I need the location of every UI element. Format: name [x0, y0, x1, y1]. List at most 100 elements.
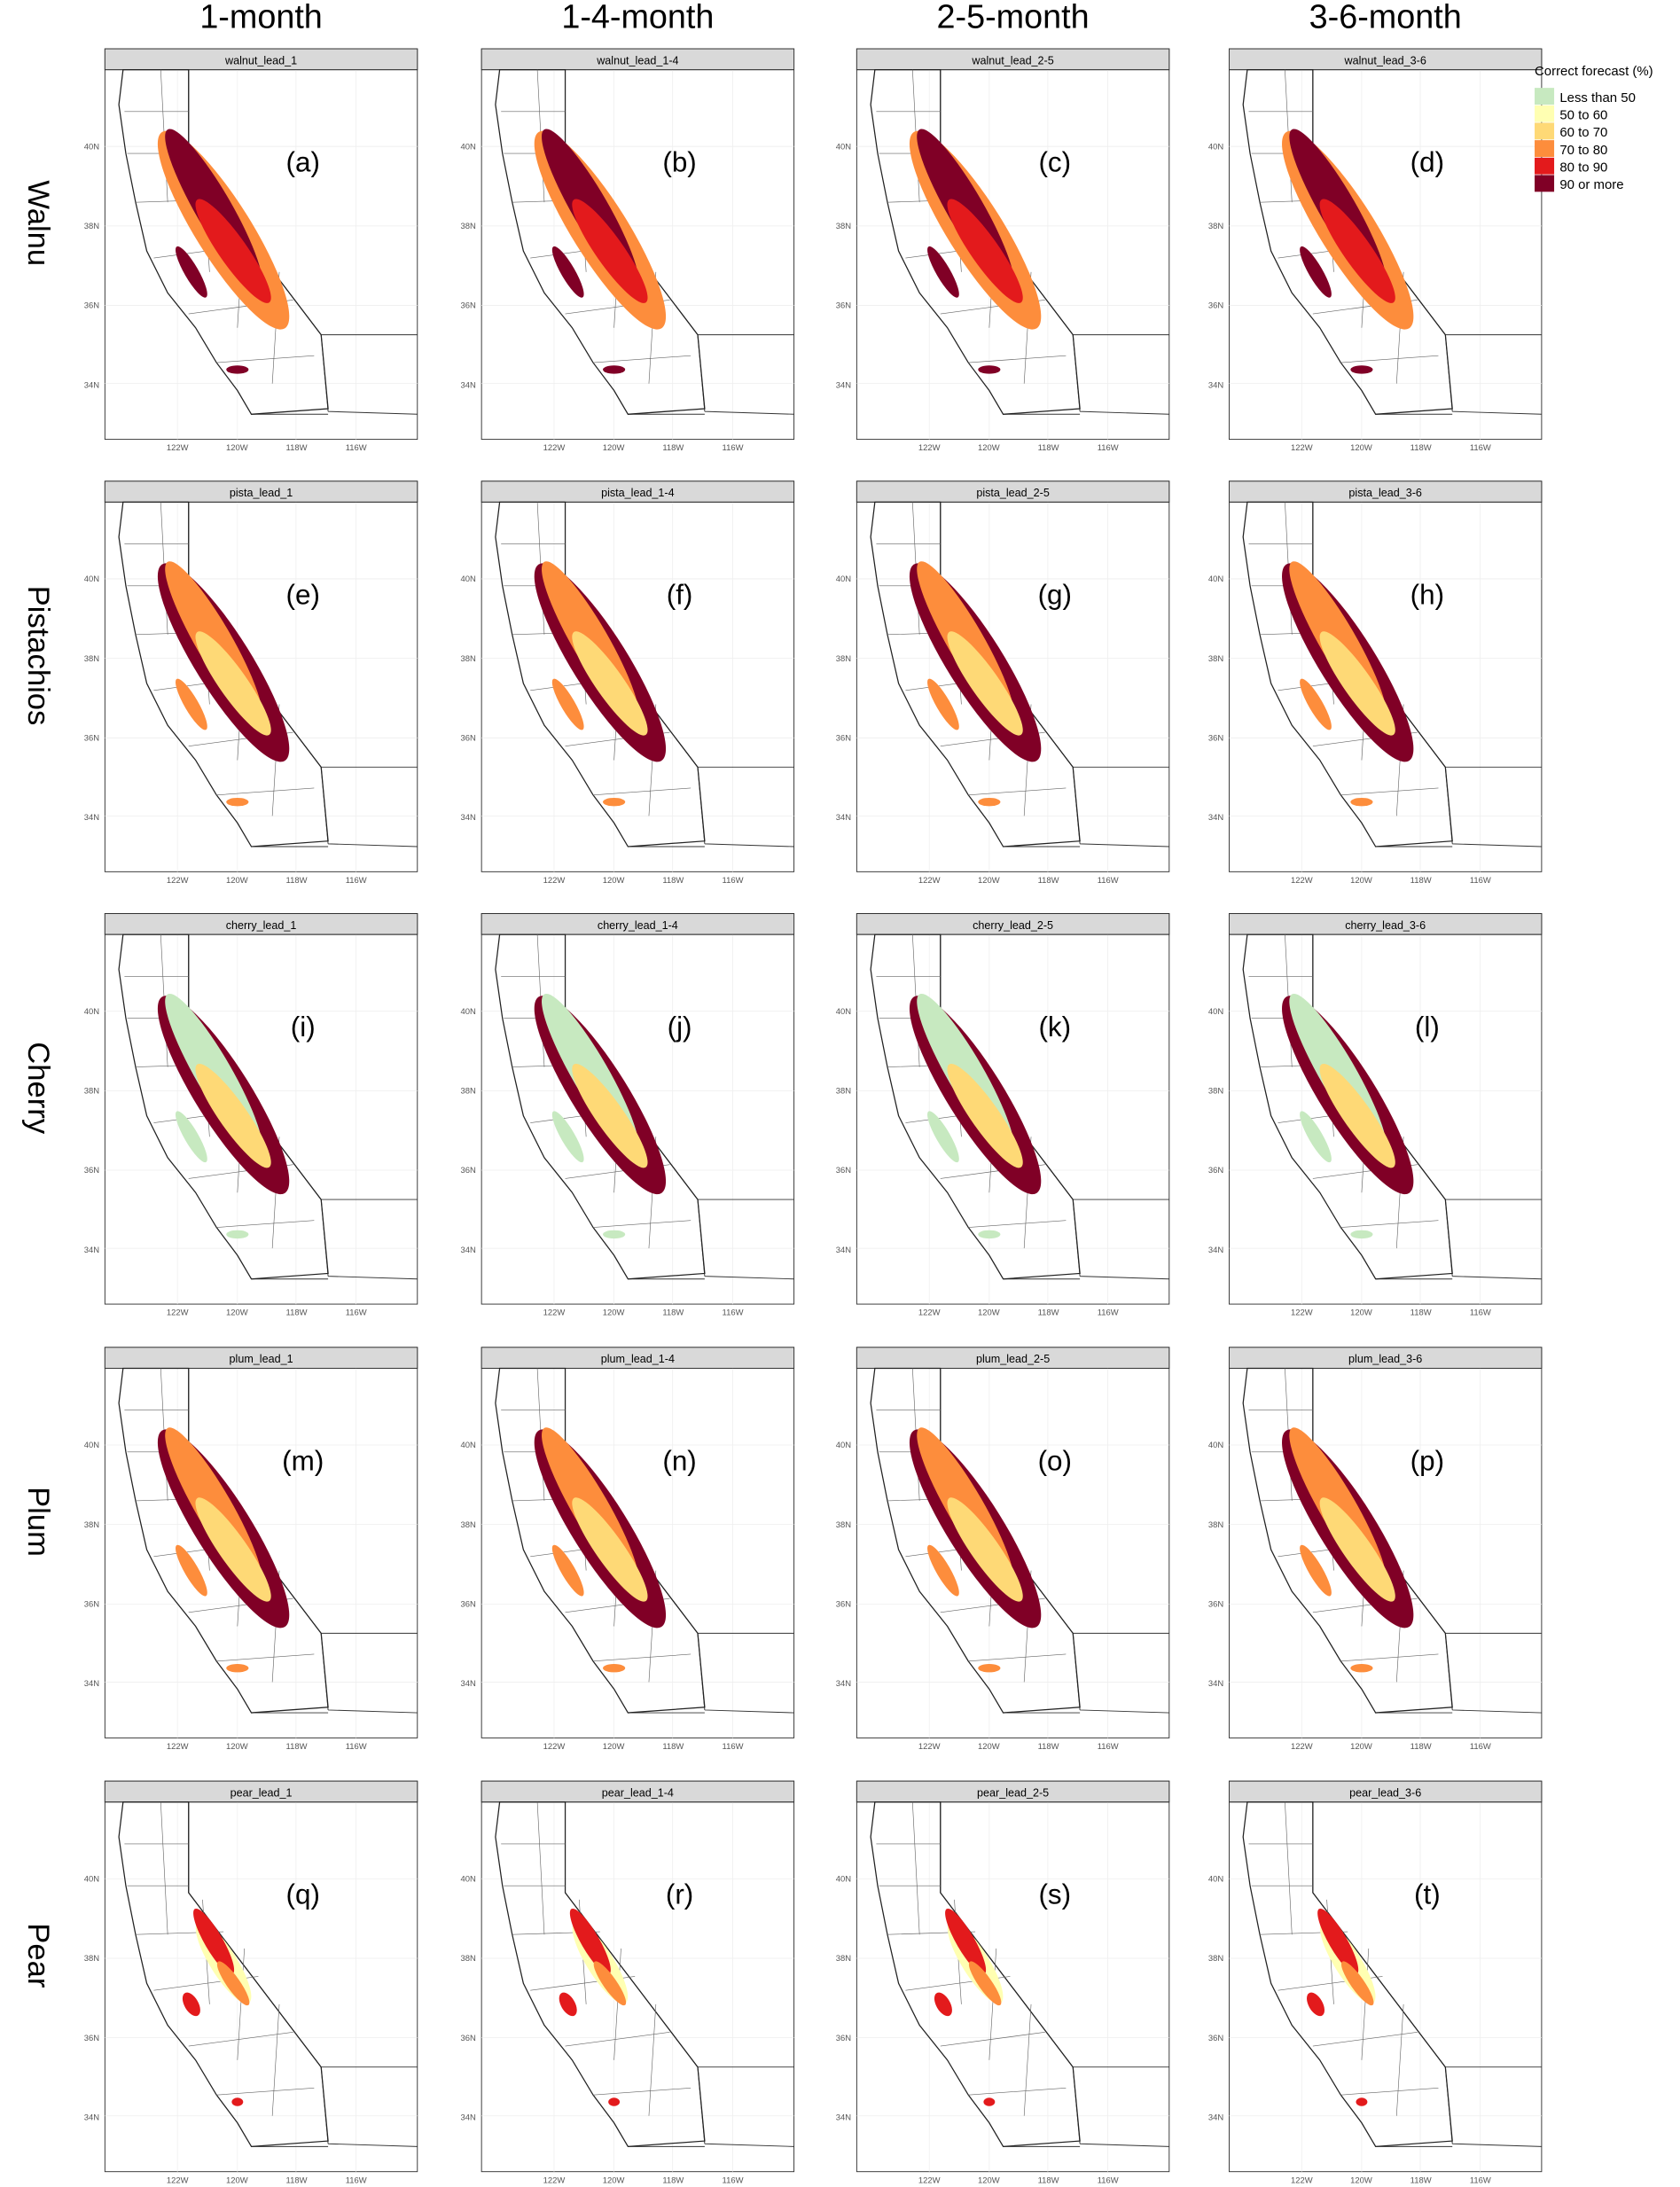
- lon-tick-label: 120W: [603, 876, 625, 886]
- crop-area: [572, 1497, 648, 1602]
- lon-tick-label: 122W: [918, 443, 941, 453]
- crop-area: [1300, 678, 1332, 730]
- lat-tick-label: 40N: [836, 574, 851, 584]
- crop-area: [1350, 797, 1373, 807]
- crop-area: [978, 797, 1001, 807]
- crop-area: [176, 1544, 207, 1597]
- column-header: 1-4-month: [561, 0, 714, 35]
- crop-area: [983, 2097, 996, 2106]
- strip-label: pista_lead_3-6: [1348, 487, 1422, 499]
- crop-area: [195, 631, 271, 736]
- lon-tick-label: 118W: [286, 1742, 308, 1752]
- crop-area: [551, 1544, 584, 1597]
- crop-area: [1317, 1908, 1359, 1975]
- crop-area: [947, 631, 1023, 736]
- crop-area: [176, 678, 207, 730]
- lon-tick-label: 116W: [1098, 443, 1119, 453]
- lat-tick-label: 40N: [461, 142, 476, 152]
- lon-tick-label: 122W: [918, 1742, 941, 1752]
- lon-tick-label: 116W: [723, 443, 744, 453]
- crop-area: [978, 365, 1001, 374]
- lon-tick-label: 120W: [978, 2175, 1000, 2185]
- panel-frame: [1228, 1780, 1543, 2173]
- lon-tick-label: 122W: [543, 876, 566, 886]
- strip-label: plum_lead_1: [230, 1353, 293, 1365]
- panel-letter: (t): [1414, 1879, 1441, 1910]
- lon-tick-label: 116W: [346, 876, 367, 886]
- lat-tick-label: 40N: [84, 1874, 99, 1884]
- crop-area: [927, 678, 959, 730]
- lat-tick-label: 34N: [461, 813, 476, 823]
- lat-tick-label: 38N: [1208, 1954, 1223, 1964]
- lon-tick-label: 116W: [723, 876, 744, 886]
- lat-tick-label: 38N: [1208, 654, 1223, 664]
- panel: walnut_lead_2-5 (c) 40N 38N 36N 34N 122W 120W 11…: [836, 48, 1170, 453]
- lat-tick-label: 36N: [461, 733, 476, 743]
- lon-tick-label: 118W: [1038, 1742, 1059, 1752]
- panel: walnut_lead_1 (a) 40N 38N 36N 34N 122W 120W 118W…: [84, 48, 418, 453]
- crop-area: [572, 631, 648, 736]
- lat-tick-label: 36N: [836, 301, 851, 311]
- lat-tick-label: 34N: [461, 2113, 476, 2122]
- panel-letter: (l): [1415, 1011, 1440, 1043]
- panel: cherry_lead_2-5 (k) 40N 38N 36N 34N 122W 120W 11…: [836, 913, 1170, 1318]
- legend-swatch: [1535, 140, 1555, 158]
- crop-area: [947, 1497, 1023, 1602]
- panel: pista_lead_1 (e) 40N 38N 36N 34N 122W 120W 118W 1…: [84, 480, 418, 886]
- strip-label: walnut_lead_1-4: [596, 54, 678, 66]
- lat-tick-label: 40N: [84, 142, 99, 152]
- strip-label: pista_lead_1-4: [601, 487, 675, 499]
- panel: pear_lead_1-4 (r) 40N 38N 36N 34N 122W 120W 118W…: [461, 1780, 795, 2185]
- lon-tick-label: 116W: [1470, 443, 1491, 453]
- lon-tick-label: 122W: [1291, 1308, 1313, 1318]
- strip-label: cherry_lead_1: [226, 919, 297, 932]
- crop-area: [176, 246, 207, 298]
- lat-tick-label: 38N: [84, 1954, 99, 1964]
- crop-area: [608, 2097, 621, 2106]
- lon-tick-label: 118W: [662, 1308, 684, 1318]
- crop-area: [1356, 2097, 1368, 2106]
- crop-area: [231, 2097, 244, 2106]
- legend-label: Less than 50: [1559, 90, 1636, 105]
- lat-tick-label: 40N: [84, 574, 99, 584]
- panel-letter: (i): [291, 1011, 316, 1043]
- lat-tick-label: 36N: [461, 2034, 476, 2043]
- crop-area: [927, 1544, 959, 1597]
- lon-tick-label: 116W: [1470, 1308, 1491, 1318]
- crop-area: [216, 1961, 250, 2006]
- lat-tick-label: 40N: [836, 1441, 851, 1450]
- lat-tick-label: 38N: [461, 1954, 476, 1964]
- crop-area: [1319, 1063, 1395, 1168]
- lat-tick-label: 40N: [836, 1007, 851, 1017]
- lon-tick-label: 122W: [1291, 443, 1313, 453]
- crop-area: [978, 1230, 1001, 1239]
- lon-tick-label: 118W: [662, 2175, 684, 2185]
- lat-tick-label: 36N: [84, 1166, 99, 1176]
- lon-tick-label: 122W: [543, 1742, 566, 1752]
- crop-area: [1319, 1497, 1395, 1602]
- lat-tick-label: 34N: [1208, 813, 1223, 823]
- lat-tick-label: 36N: [836, 733, 851, 743]
- lat-tick-label: 38N: [84, 1520, 99, 1530]
- lon-tick-label: 120W: [1350, 1742, 1372, 1752]
- lon-tick-label: 118W: [286, 2175, 308, 2185]
- strip-label: pista_lead_1: [230, 487, 293, 499]
- crop-area: [1350, 1663, 1373, 1673]
- crop-area: [1319, 199, 1395, 303]
- lat-tick-label: 34N: [461, 1246, 476, 1255]
- legend-label: 90 or more: [1559, 177, 1623, 192]
- lat-tick-label: 40N: [1208, 1007, 1223, 1017]
- lon-tick-label: 120W: [603, 443, 625, 453]
- crop-area: [176, 1111, 207, 1163]
- strip-label: pear_lead_2-5: [977, 1786, 1049, 1799]
- lat-tick-label: 36N: [1208, 1166, 1223, 1176]
- lat-tick-label: 36N: [1208, 301, 1223, 311]
- lat-tick-label: 36N: [1208, 2034, 1223, 2043]
- panel-letter: (o): [1038, 1445, 1072, 1476]
- legend-title: Correct forecast (%): [1535, 64, 1653, 79]
- lat-tick-label: 38N: [1208, 1087, 1223, 1097]
- panel: plum_lead_2-5 (o) 40N 38N 36N 34N 122W 120W 118W…: [836, 1347, 1170, 1752]
- lon-tick-label: 122W: [543, 1308, 566, 1318]
